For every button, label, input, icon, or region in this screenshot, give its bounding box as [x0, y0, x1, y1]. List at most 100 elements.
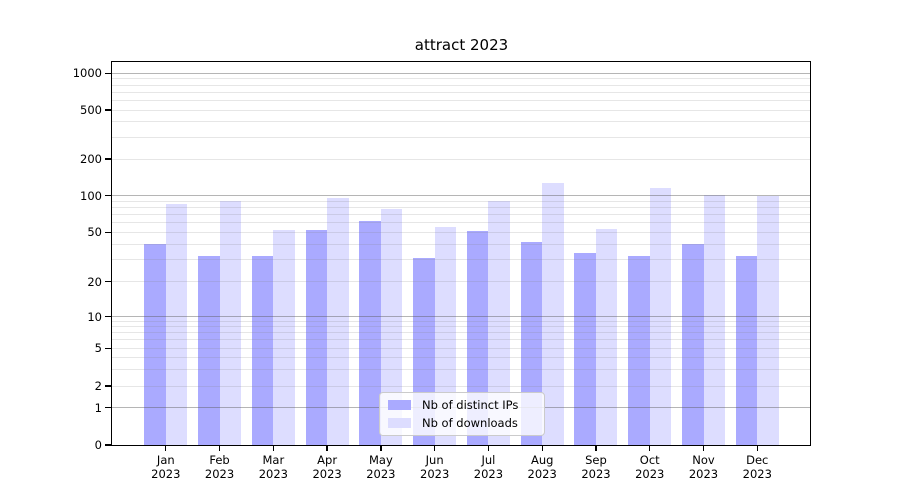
bar-downloads-jun — [434, 227, 457, 445]
legend: Nb of distinct IPs Nb of downloads — [379, 392, 545, 436]
y-tick-mark — [105, 195, 111, 197]
minor-gridline — [112, 326, 811, 328]
major-gridline — [112, 72, 811, 74]
x-tick-label: Jan 2023 — [151, 452, 181, 482]
bar-downloads-may — [380, 208, 403, 445]
bar-distinct-ips-sep — [574, 253, 596, 445]
bar-distinct-ips-nov — [682, 244, 704, 445]
x-tick-label: Jun 2023 — [420, 452, 450, 482]
x-tick-label: Feb 2023 — [204, 452, 235, 482]
x-tick-label: Jul 2023 — [473, 452, 504, 482]
minor-gridline — [112, 99, 811, 101]
x-tick-mark — [595, 445, 597, 451]
bar-distinct-ips-feb — [198, 256, 220, 445]
y-tick-mark — [105, 281, 111, 283]
minor-gridline — [112, 121, 811, 123]
legend-swatch-distinct-ips-icon — [388, 399, 411, 410]
legend-item-downloads: Nb of downloads — [388, 416, 536, 432]
x-tick-label: Aug 2023 — [527, 452, 557, 482]
major-gridline — [112, 316, 811, 318]
bar-distinct-ips-jan — [144, 244, 166, 445]
bar-downloads-jan — [165, 203, 188, 445]
minor-gridline — [112, 368, 811, 370]
minor-gridline — [112, 243, 811, 245]
y-tick-label: 500 — [80, 103, 102, 117]
y-tick-mark — [105, 231, 111, 233]
minor-gridline — [112, 231, 811, 233]
x-tick-mark — [380, 445, 382, 451]
minor-gridline — [112, 78, 811, 80]
minor-gridline — [112, 158, 811, 160]
legend-label-distinct-ips: Nb of distinct IPs — [422, 397, 519, 412]
bar-downloads-dec — [757, 196, 779, 445]
minor-gridline — [112, 332, 811, 334]
x-tick-label: Mar 2023 — [258, 452, 288, 482]
x-tick-mark — [541, 445, 543, 451]
x-tick-label: Nov 2023 — [688, 452, 719, 482]
bar-downloads-sep — [595, 229, 618, 445]
minor-gridline — [112, 109, 811, 111]
bar-downloads-oct — [649, 187, 672, 445]
bar-distinct-ips-mar — [251, 256, 274, 445]
y-tick-label: 0 — [94, 438, 102, 452]
bar-downloads-nov — [703, 195, 725, 445]
x-tick-mark — [272, 445, 274, 451]
y-tick-mark — [105, 385, 111, 387]
x-tick-mark — [649, 445, 651, 451]
y-tick-label: 20 — [87, 274, 102, 289]
x-tick-mark — [487, 445, 490, 451]
x-tick-label: Dec 2023 — [742, 452, 772, 482]
y-tick-label: 50 — [87, 225, 102, 240]
minor-gridline — [112, 356, 811, 358]
x-tick-mark — [756, 445, 758, 451]
minor-gridline — [112, 84, 811, 86]
minor-gridline — [112, 91, 811, 93]
y-tick-label: 100 — [80, 188, 102, 203]
y-tick-mark — [105, 407, 111, 409]
bar-downloads-aug — [542, 183, 564, 445]
x-tick-label: May 2023 — [366, 452, 396, 482]
bar-downloads-jul — [488, 201, 510, 445]
minor-gridline — [112, 136, 811, 138]
minor-gridline — [112, 206, 811, 208]
minor-gridline — [112, 347, 811, 349]
minor-gridline — [112, 200, 811, 202]
x-tick-mark — [165, 445, 167, 451]
y-tick-label: 2 — [94, 379, 102, 393]
legend-item-distinct-ips: Nb of distinct IPs — [388, 397, 536, 413]
y-tick-label: 5 — [94, 341, 102, 356]
y-tick-mark — [105, 158, 111, 160]
y-tick-label: 200 — [80, 152, 102, 166]
x-tick-mark — [702, 445, 705, 451]
bar-downloads-apr — [327, 198, 349, 445]
bar-downloads-feb — [219, 201, 242, 445]
y-tick-mark — [105, 109, 111, 111]
y-tick-mark — [105, 444, 111, 446]
x-tick-mark — [434, 445, 436, 451]
minor-gridline — [112, 321, 811, 322]
y-tick-mark — [105, 316, 111, 318]
legend-swatch-downloads-icon — [388, 418, 411, 429]
y-tick-mark — [105, 72, 111, 74]
bar-downloads-mar — [273, 230, 295, 445]
y-tick-label: 10 — [87, 309, 102, 324]
x-tick-label: Sep 2023 — [581, 452, 611, 482]
chart-title: attract 2023 — [414, 36, 509, 54]
x-tick-mark — [326, 445, 328, 451]
x-tick-label: Apr 2023 — [312, 452, 342, 482]
bar-distinct-ips-may — [359, 220, 381, 445]
bar-distinct-ips-oct — [628, 256, 650, 445]
bar-distinct-ips-dec — [735, 256, 758, 445]
y-tick-label: 1000 — [72, 66, 102, 81]
minor-gridline — [112, 259, 811, 261]
major-gridline — [112, 195, 811, 197]
x-tick-mark — [218, 445, 221, 451]
minor-gridline — [112, 385, 811, 387]
y-tick-mark — [105, 347, 111, 349]
minor-gridline — [112, 222, 811, 224]
x-tick-label: Oct 2023 — [635, 452, 665, 482]
legend-label-downloads: Nb of downloads — [422, 416, 518, 431]
minor-gridline — [112, 214, 811, 216]
y-tick-label: 1 — [94, 400, 102, 415]
